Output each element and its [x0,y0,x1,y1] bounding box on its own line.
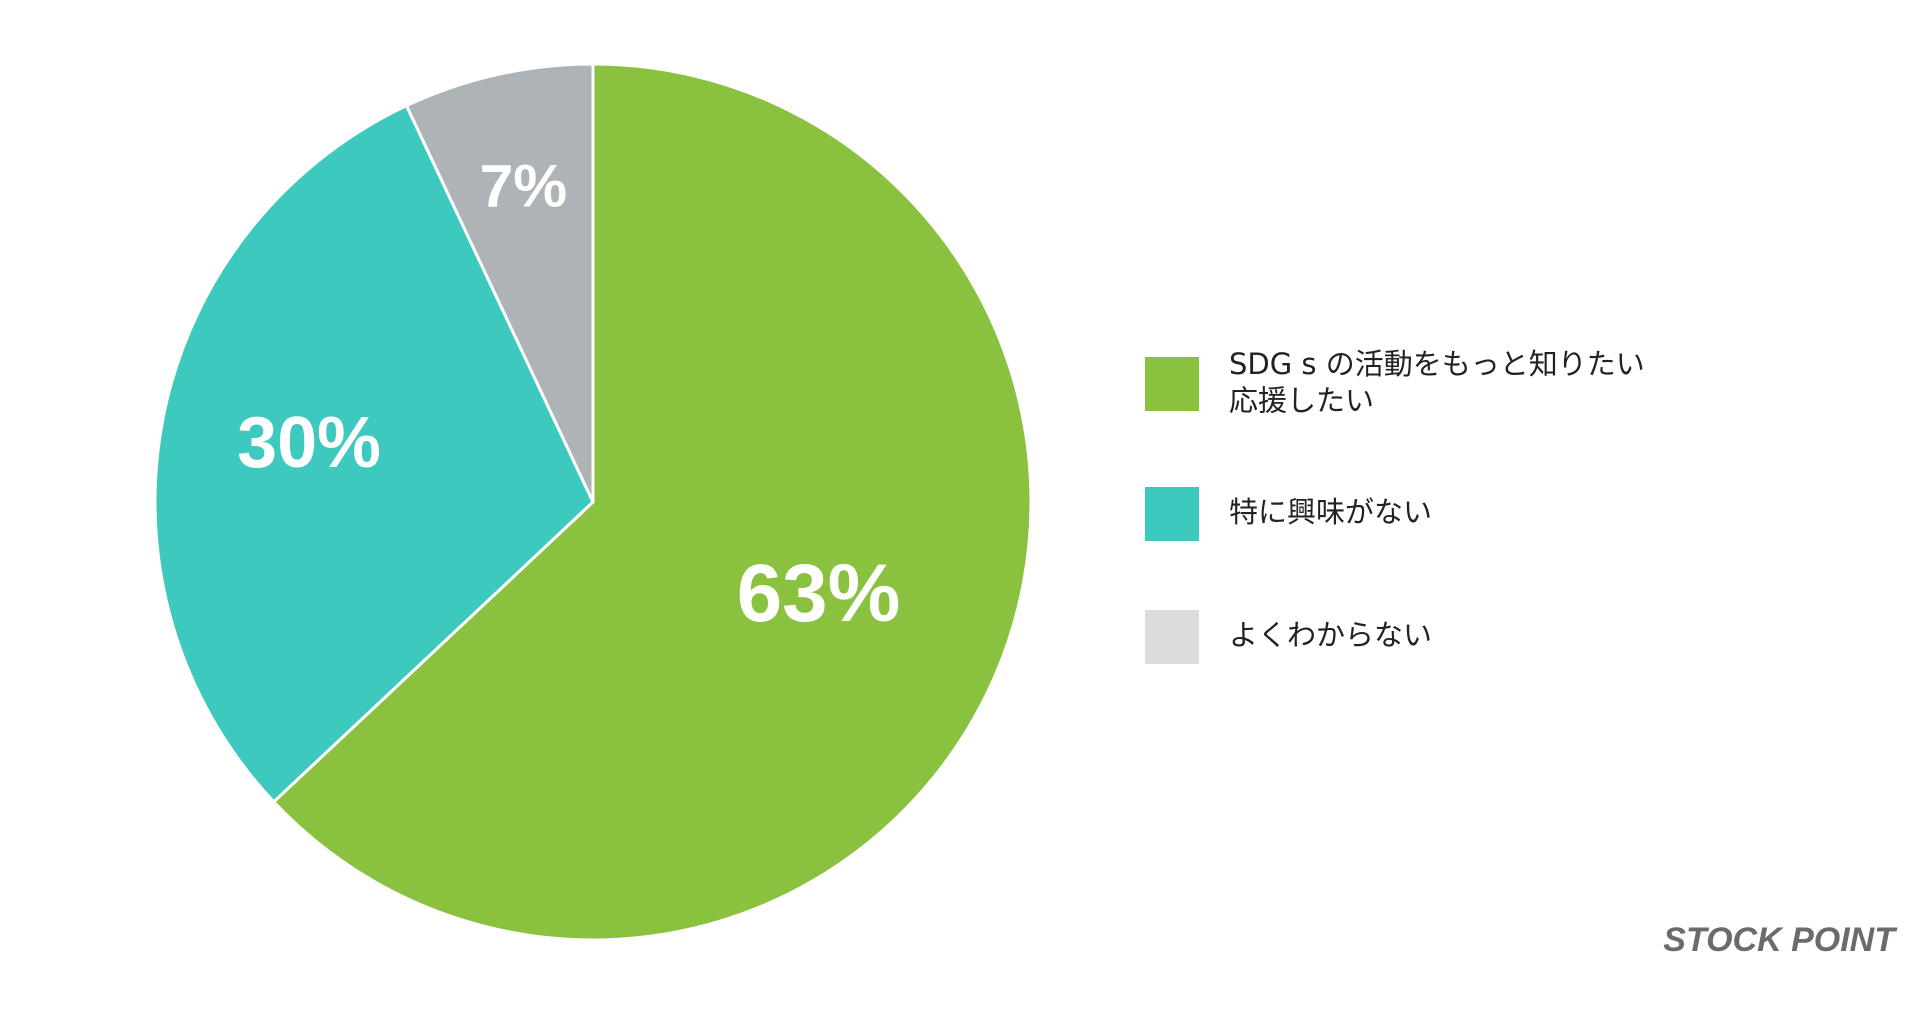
legend-label: よくわからない [1229,618,1432,652]
legend-label: 特に興味がない [1229,495,1432,529]
legend-label: SDG s の活動をもっと知りたい応援したい [1229,347,1645,417]
watermark: STOCK POINT [1663,921,1898,959]
legend-swatch [1145,487,1199,541]
pie-slice [404,62,595,503]
value-label: 63% [737,548,901,639]
legend-swatch [1145,357,1199,411]
value-label: 7% [480,151,568,219]
pie-slice [271,62,1033,942]
pie-slice [153,103,595,804]
legend-swatch [1145,610,1199,664]
value-label: 30% [237,403,381,483]
